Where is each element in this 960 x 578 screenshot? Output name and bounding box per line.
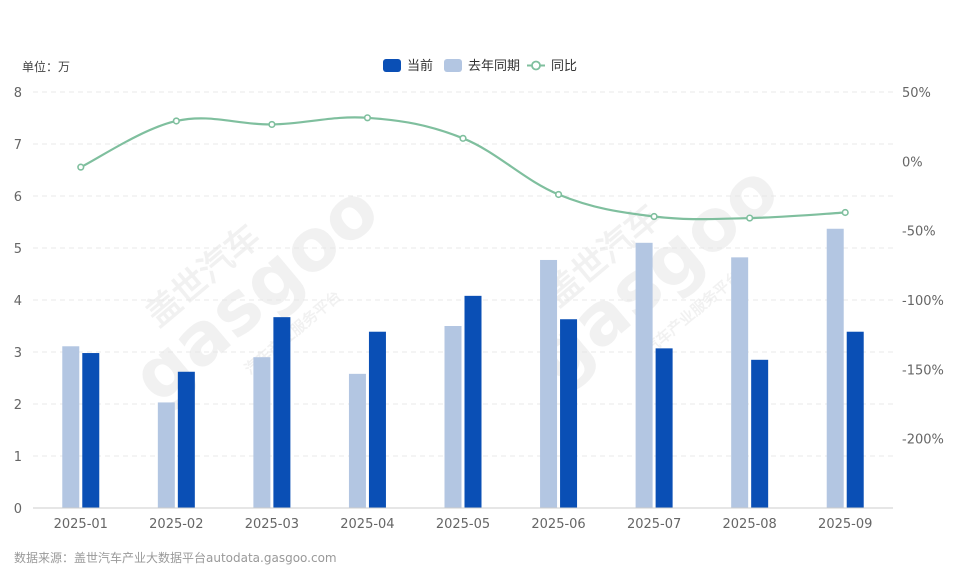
bar-current[interactable] <box>177 371 195 508</box>
x-tick-label: 2025-08 <box>723 517 777 532</box>
bar-current[interactable] <box>655 348 673 508</box>
yoy-point[interactable] <box>746 214 754 222</box>
yoy-point[interactable] <box>841 208 849 217</box>
x-tick-label: 2025-06 <box>531 517 585 532</box>
unit-label: 单位：万 <box>22 59 70 74</box>
y-right-tick-label: 0% <box>902 155 923 170</box>
y-left-tick-label: 3 <box>14 346 22 361</box>
bar-series <box>62 228 864 509</box>
y-right-tick-label: -100% <box>902 294 944 309</box>
yoy-point[interactable] <box>77 163 85 171</box>
x-tick-label: 2025-04 <box>340 517 394 532</box>
y-right-tick-label: -150% <box>902 363 944 378</box>
yoy-point[interactable] <box>459 134 467 142</box>
legend-label: 同比 <box>551 59 577 74</box>
bar-current[interactable] <box>273 317 291 508</box>
y-left-tick-label: 8 <box>14 86 22 101</box>
y-right-tick-label: -200% <box>902 433 944 448</box>
yoy-point[interactable] <box>268 120 276 129</box>
y-left-tick-label: 4 <box>14 294 22 309</box>
bar-last-year[interactable] <box>253 357 271 508</box>
y-left-tick-label: 6 <box>14 190 22 205</box>
legend-swatch <box>444 59 462 72</box>
yoy-point[interactable] <box>172 117 180 125</box>
bar-last-year[interactable] <box>826 228 844 508</box>
x-tick-label: 2025-03 <box>245 517 299 532</box>
bar-last-year[interactable] <box>635 242 653 509</box>
bar-current[interactable] <box>368 331 386 508</box>
yoy-point[interactable] <box>363 114 372 122</box>
left-y-axis: 0 1 2 3 4 5 6 7 8 <box>14 86 22 517</box>
right-y-axis: 50% 0% -50% -100% -150% -200% <box>902 86 944 448</box>
y-left-tick-label: 0 <box>14 502 22 517</box>
x-tick-label: 2025-07 <box>627 517 681 532</box>
source-text: 数据来源：盖世汽车产业大数据平台autodata.gasgoo.com <box>14 550 337 565</box>
bar-last-year[interactable] <box>157 402 175 508</box>
legend-label: 当前 <box>407 58 433 74</box>
yoy-point[interactable] <box>650 212 658 221</box>
y-right-tick-label: 50% <box>902 86 931 101</box>
x-axis: 2025-01 2025-02 2025-03 2025-04 2025-05 2025-… <box>33 507 893 532</box>
legend-label: 去年同期 <box>468 59 520 74</box>
legend-item-1[interactable]: 当前 <box>383 58 433 74</box>
legend-item-3[interactable]: 同比 <box>527 59 577 74</box>
bar-last-year[interactable] <box>731 257 749 508</box>
legend[interactable]: 当前 去年同期 同比 <box>383 58 577 74</box>
bar-current[interactable] <box>846 331 864 508</box>
y-left-tick-label: 2 <box>14 398 22 413</box>
legend-swatch <box>383 59 401 72</box>
bar-last-year[interactable] <box>348 373 366 508</box>
legend-item-2[interactable]: 去年同期 <box>444 59 520 74</box>
y-right-tick-label: -50% <box>902 225 936 240</box>
bar-last-year[interactable] <box>540 259 558 508</box>
x-tick-label: 2025-02 <box>149 517 203 532</box>
x-tick-label: 2025-01 <box>54 517 108 532</box>
bar-current[interactable] <box>464 295 482 508</box>
y-left-tick-label: 7 <box>14 138 22 153</box>
legend-swatch-marker <box>531 60 541 71</box>
x-tick-label: 2025-05 <box>436 517 490 532</box>
bar-last-year[interactable] <box>62 346 80 508</box>
bar-current[interactable] <box>82 353 100 508</box>
yoy-line-series <box>77 114 849 222</box>
x-tick-label: 2025-09 <box>818 517 872 532</box>
y-left-tick-label: 1 <box>14 450 22 465</box>
y-left-tick-label: 5 <box>14 242 22 257</box>
bar-current[interactable] <box>560 319 578 508</box>
bar-last-year[interactable] <box>444 326 462 508</box>
bar-current[interactable] <box>751 359 769 508</box>
yoy-point[interactable] <box>554 190 563 199</box>
